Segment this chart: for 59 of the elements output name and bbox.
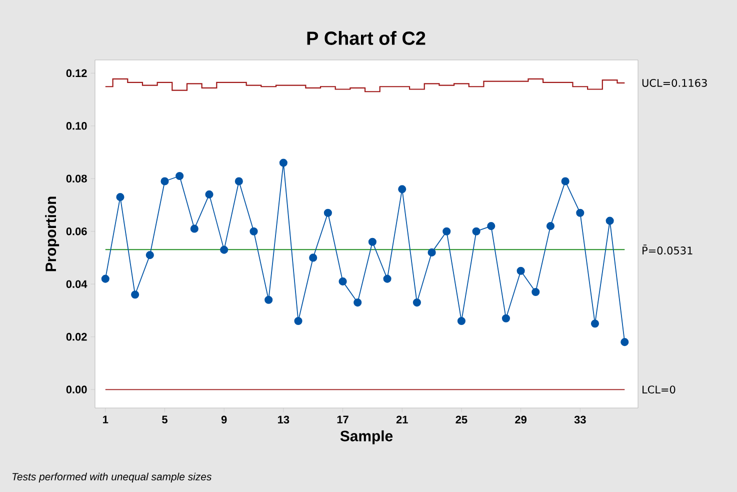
point	[205, 190, 214, 198]
point	[264, 296, 273, 304]
point	[457, 316, 466, 326]
point	[472, 227, 480, 236]
x-tick-label: 13	[278, 416, 290, 424]
series-label: UCL=0.1163	[642, 78, 707, 87]
ref-line-label: P̄=0.0531	[642, 244, 692, 254]
x-tick-label: 17	[337, 416, 348, 424]
x-tick-label: 33	[574, 416, 586, 424]
point	[250, 227, 258, 236]
point	[487, 222, 496, 230]
point	[502, 314, 510, 322]
x-axis-title: Sample	[340, 430, 393, 444]
x-tick-label: 29	[515, 416, 526, 424]
point	[398, 185, 406, 194]
y-tick-label: 0.06	[66, 227, 87, 236]
point	[412, 298, 421, 307]
x-tick-label: 5	[162, 416, 168, 424]
y-tick-label: 0.04	[66, 280, 88, 288]
point	[354, 298, 362, 307]
point	[546, 222, 555, 230]
point	[279, 158, 288, 167]
point	[324, 208, 332, 217]
y-tick-label: 0.08	[66, 174, 87, 183]
point	[576, 208, 584, 217]
point	[234, 177, 243, 186]
point	[160, 177, 169, 186]
point	[131, 290, 140, 299]
point	[220, 246, 228, 254]
y-axis-title: Proportion	[45, 196, 60, 272]
point	[516, 266, 525, 275]
point	[606, 216, 614, 225]
point	[620, 338, 629, 346]
point	[368, 238, 376, 246]
x-tick-label: 1	[103, 416, 108, 424]
x-tick-label: 21	[396, 416, 408, 424]
point	[338, 277, 347, 286]
point	[532, 288, 540, 296]
y-tick-label: 0.12	[66, 69, 87, 78]
point	[190, 224, 198, 233]
point	[101, 274, 110, 283]
point	[116, 193, 124, 202]
point	[442, 227, 451, 236]
point	[294, 316, 302, 326]
point	[383, 274, 392, 283]
x-tick-label: 9	[221, 416, 227, 424]
y-tick-label: 0.02	[66, 332, 87, 341]
point	[428, 248, 436, 256]
point	[146, 251, 154, 260]
point	[590, 320, 600, 328]
x-tick-label: 25	[456, 416, 468, 424]
ref-line-label: LCL=0	[642, 386, 676, 394]
point	[309, 254, 318, 262]
chart-title: P Chart of C2	[307, 31, 426, 45]
point	[561, 177, 570, 186]
y-tick-label: 0.00	[66, 386, 87, 394]
y-tick-label: 0.10	[66, 122, 87, 130]
text: Tests performed with unequal sample sizes	[12, 472, 212, 482]
point	[176, 172, 184, 180]
